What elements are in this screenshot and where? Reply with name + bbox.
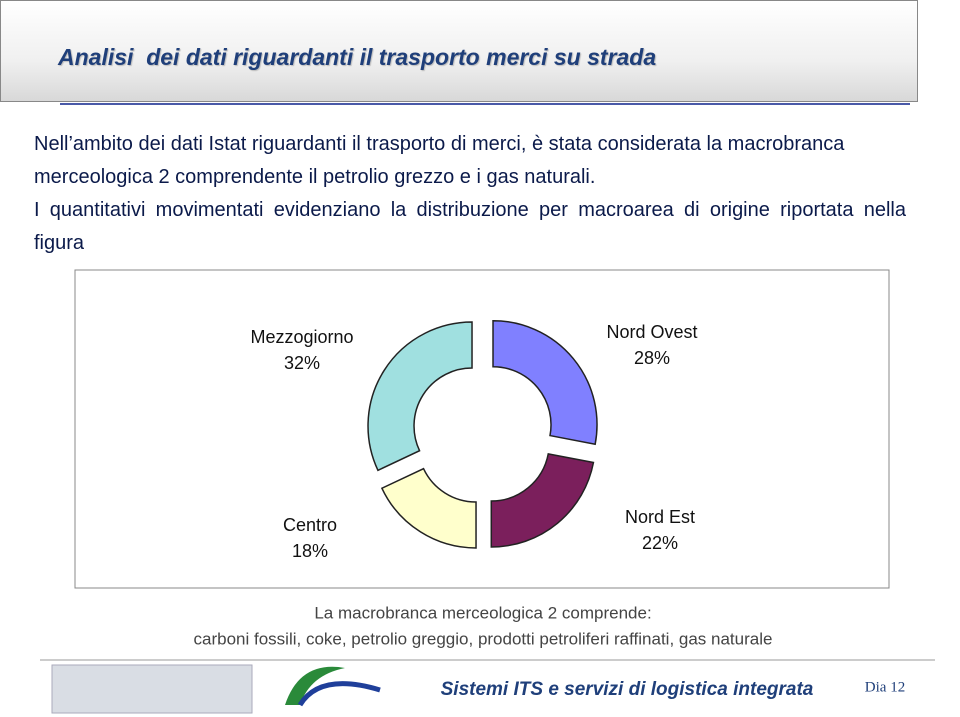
segment-label: Nord Est [625,507,695,527]
logo [297,681,381,707]
doughnut-segment [380,467,477,549]
body-text: Nell’ambito dei dati Istat riguardanti i… [34,128,906,260]
value-label: 22% [642,533,678,553]
chart-frame [74,269,890,589]
segment-label: Nord Ovest [606,322,697,342]
slide-number: Dia 12 [865,679,905,695]
logo [51,664,253,714]
caption: La macrobranca merceologica 2 comprende: [314,603,651,622]
caption: carboni fossili, coke, petrolio greggio,… [194,629,773,648]
paragraph: I quantitativi movimentati evidenziano l… [34,199,906,254]
paragraph: Nell’ambito dei dati Istat riguardanti i… [34,133,845,188]
value-label: 28% [634,348,670,368]
footer-title: Sistemi ITS e servizi di logistica integ… [441,679,814,700]
doughnut-segment [492,319,598,446]
value-label: 18% [292,541,328,561]
segment-label: Mezzogiorno [250,327,353,347]
title-box [0,0,918,102]
title-rule [60,103,910,105]
segment-label: Centro [283,515,337,535]
doughnut-segment [490,453,595,548]
slide-title: Analisi dei dati riguardanti il trasport… [58,44,657,70]
doughnut-segment [367,321,473,472]
value-label: 32% [284,353,320,373]
logo [285,666,345,705]
